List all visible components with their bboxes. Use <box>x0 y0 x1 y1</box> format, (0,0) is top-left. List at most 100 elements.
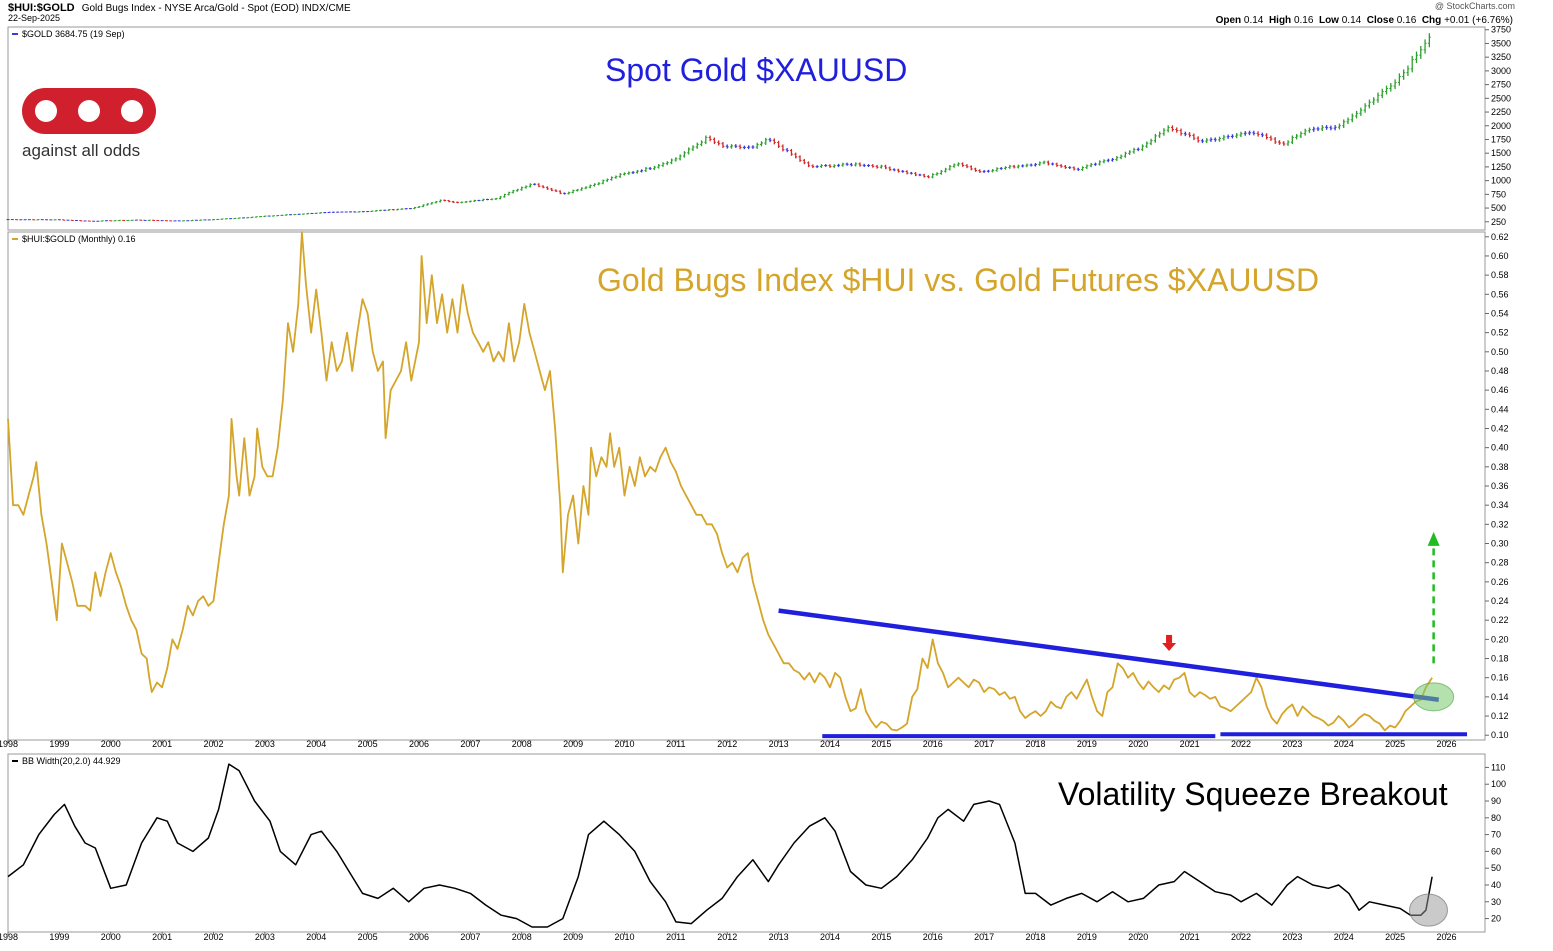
y-tick-label: 0.20 <box>1491 634 1509 644</box>
x-tick-label: 2012 <box>717 932 737 942</box>
y-tick-label: 0.24 <box>1491 596 1509 606</box>
x-tick-label: 2022 <box>1231 932 1251 942</box>
y-tick-label: 0.54 <box>1491 308 1509 318</box>
x-tick-label: 2010 <box>614 739 634 749</box>
y-tick-label: 0.48 <box>1491 366 1509 376</box>
chg-label: Chg <box>1421 15 1442 26</box>
symbol-label: $HUI:$GOLD Gold Bugs Index - NYSE Arca/G… <box>8 2 351 14</box>
y-tick-label: 20 <box>1491 914 1501 924</box>
open-label: Open <box>1215 15 1242 26</box>
x-tick-label: 2011 <box>666 932 685 942</box>
high-label: High <box>1268 15 1292 26</box>
close-label: Close <box>1366 15 1395 26</box>
x-tick-label: 1999 <box>49 739 69 749</box>
y-tick-label: 0.46 <box>1491 385 1509 395</box>
rejection-arrow-shaft <box>1166 634 1173 643</box>
symbol: $HUI:$GOLD <box>8 2 75 14</box>
y-tick-label: 0.28 <box>1491 558 1509 568</box>
x-tick-label: 2012 <box>717 739 737 749</box>
x-tick-label: 2018 <box>1025 739 1045 749</box>
x-tick-label: 2017 <box>974 739 994 749</box>
y-tick-label: 0.50 <box>1491 347 1509 357</box>
logo-mark <box>22 88 156 134</box>
y-tick-label: 50 <box>1491 863 1501 873</box>
x-tick-label: 2007 <box>460 932 480 942</box>
x-tick-label: 2008 <box>512 739 532 749</box>
ohlc-readout: Open 0.14 High 0.16 Low 0.14 Close 0.16 … <box>1216 15 1513 26</box>
resistance-trendline <box>778 608 1440 702</box>
y-tick-label: 0.14 <box>1491 692 1509 702</box>
y-tick-label: 0.36 <box>1491 481 1509 491</box>
x-tick-label: 2026 <box>1436 932 1456 942</box>
x-tick-label: 2023 <box>1282 932 1302 942</box>
x-tick-label: 2021 <box>1180 932 1200 942</box>
low-value: 0.14 <box>1341 15 1362 26</box>
x-tick-label: 2004 <box>306 932 326 942</box>
x-tick-label: 2009 <box>563 739 583 749</box>
x-tick-label: 2001 <box>152 932 172 942</box>
y-tick-label: 3750 <box>1491 25 1511 35</box>
x-tick-label: 2005 <box>358 739 378 749</box>
y-tick-label: 0.56 <box>1491 289 1509 299</box>
x-tick-label: 2015 <box>871 932 891 942</box>
y-tick-label: 2500 <box>1491 93 1511 103</box>
y-tick-label: 0.34 <box>1491 500 1509 510</box>
x-tick-label: 2021 <box>1180 739 1200 749</box>
high-value: 0.16 <box>1293 15 1314 26</box>
open-value: 0.14 <box>1243 15 1264 26</box>
x-tick-label: 2024 <box>1334 739 1354 749</box>
x-tick-label: 2018 <box>1025 932 1045 942</box>
y-tick-label: 1000 <box>1491 176 1511 186</box>
y-tick-label: 2250 <box>1491 107 1511 117</box>
y-tick-label: 0.26 <box>1491 577 1509 587</box>
bbwidth-series-line <box>7 763 1433 928</box>
y-tick-label: 2750 <box>1491 80 1511 90</box>
x-tick-label: 2013 <box>769 739 789 749</box>
y-tick-label: 2000 <box>1491 121 1511 131</box>
y-tick-label: 0.16 <box>1491 673 1509 683</box>
x-tick-label: 2009 <box>563 932 583 942</box>
x-tick-label: 2002 <box>203 739 223 749</box>
legend-label-1: $HUI:$GOLD (Monthly) 0.16 <box>22 234 136 244</box>
legend-label-0: $GOLD 3684.75 (19 Sep) <box>22 29 125 39</box>
y-tick-label: 0.42 <box>1491 423 1509 433</box>
breakout-highlight <box>1413 682 1455 712</box>
x-tick-label: 2005 <box>358 932 378 942</box>
x-tick-label: 2023 <box>1282 739 1302 749</box>
y-tick-label: 100 <box>1491 779 1506 789</box>
x-tick-label: 2003 <box>255 932 275 942</box>
panel-frame-0 <box>7 26 1486 231</box>
low-label: Low <box>1318 15 1339 26</box>
x-tick-label: 2024 <box>1334 932 1354 942</box>
x-tick-label: 2016 <box>923 739 943 749</box>
ratio-series-line <box>7 231 1433 732</box>
y-tick-label: 90 <box>1491 796 1501 806</box>
y-tick-label: 750 <box>1491 189 1506 199</box>
x-tick-label: 2000 <box>101 932 121 942</box>
target-arrow-head <box>1427 531 1440 546</box>
rejection-arrow-head <box>1162 642 1177 651</box>
y-tick-label: 0.40 <box>1491 443 1509 453</box>
y-tick-label: 1250 <box>1491 162 1511 172</box>
y-tick-label: 3000 <box>1491 66 1511 76</box>
y-tick-label: 0.44 <box>1491 404 1509 414</box>
x-tick-label: 2002 <box>203 932 223 942</box>
logo-text: against all odds <box>22 141 141 160</box>
x-tick-label: 2008 <box>512 932 532 942</box>
symbol-description: Gold Bugs Index - NYSE Arca/Gold - Spot … <box>81 3 351 14</box>
y-tick-label: 0.58 <box>1491 270 1509 280</box>
x-tick-label: 2020 <box>1128 739 1148 749</box>
x-tick-label: 2000 <box>101 739 121 749</box>
x-tick-label: 2007 <box>460 739 480 749</box>
y-tick-label: 0.60 <box>1491 251 1509 261</box>
y-tick-label: 110 <box>1491 762 1505 772</box>
legend-label-2: BB Width(20,2.0) 44.929 <box>22 756 121 766</box>
x-tick-label: 2017 <box>974 932 994 942</box>
y-tick-label: 0.52 <box>1491 328 1509 338</box>
x-tick-label: 2020 <box>1128 932 1148 942</box>
y-tick-label: 250 <box>1491 217 1506 227</box>
x-tick-label: 2001 <box>152 739 172 749</box>
y-tick-label: 0.62 <box>1491 232 1509 242</box>
y-tick-label: 0.32 <box>1491 519 1509 529</box>
